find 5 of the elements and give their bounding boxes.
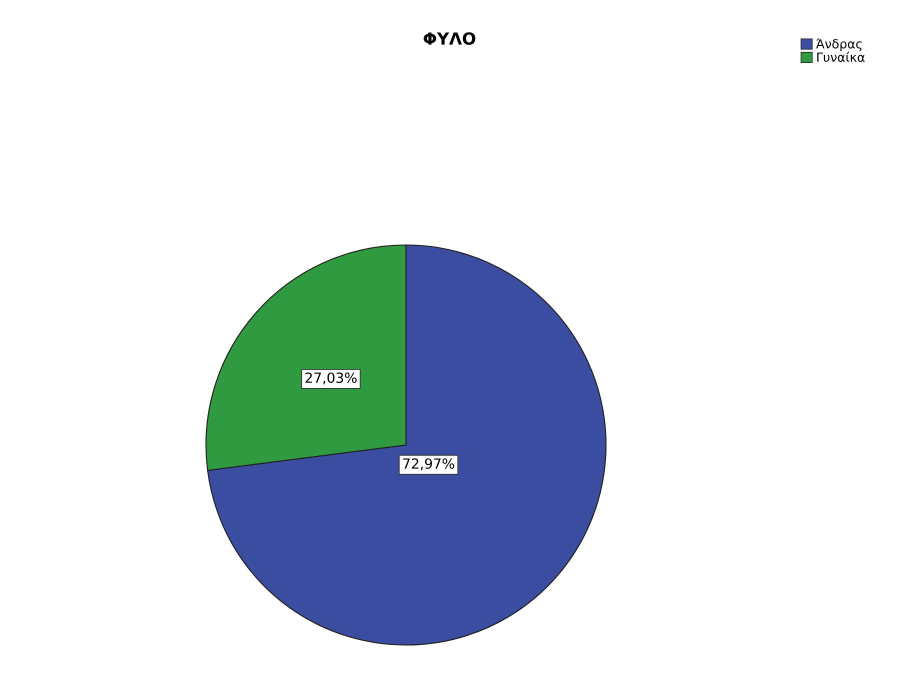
legend-label: Άνδρας <box>816 38 862 51</box>
legend-label: Γυναίκα <box>817 52 865 62</box>
data-label: 72,97% <box>403 458 454 470</box>
data-label: 27,03% <box>305 372 357 384</box>
chart-title: ΦΥΛΟ <box>424 32 476 45</box>
